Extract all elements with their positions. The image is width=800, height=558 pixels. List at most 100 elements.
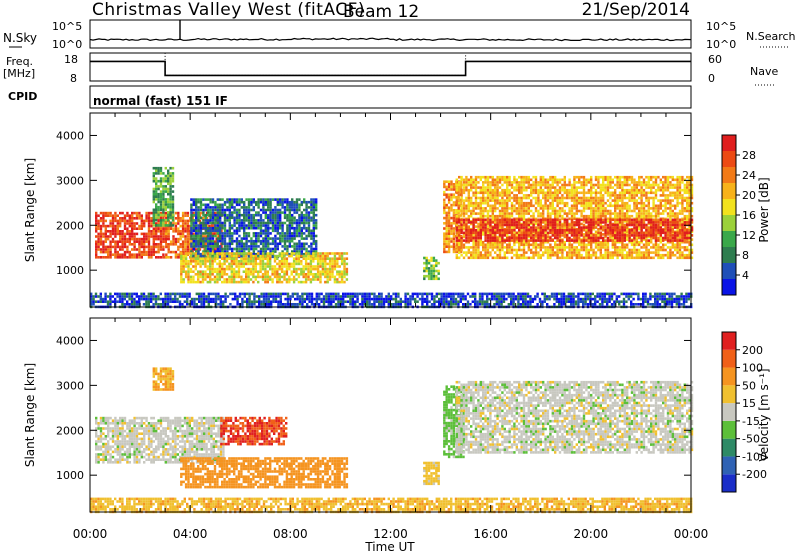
power-cell — [138, 217, 140, 220]
power-cell — [450, 232, 452, 235]
power-cell — [209, 240, 211, 243]
power-cell — [175, 225, 177, 228]
power-cell — [262, 243, 264, 246]
power-cell — [271, 268, 273, 271]
power-cell — [573, 254, 575, 257]
power-cell — [169, 167, 171, 170]
power-cell — [564, 241, 566, 244]
power-cell — [631, 179, 633, 182]
power-cell — [508, 249, 510, 252]
power-cell — [308, 219, 310, 222]
power-cell — [624, 212, 626, 215]
power-cell — [236, 227, 238, 230]
power-cell — [537, 184, 539, 187]
power-cell — [291, 278, 293, 281]
power-cell — [298, 217, 300, 220]
power-cell — [195, 224, 197, 227]
power-cell — [448, 212, 450, 215]
power-cell — [182, 235, 184, 238]
power-cell — [631, 181, 633, 184]
power-cell — [463, 181, 465, 184]
power-cell — [97, 227, 99, 230]
power-cell — [468, 179, 470, 182]
power-cell — [633, 199, 635, 202]
power-cell — [588, 197, 590, 200]
power-cell — [289, 224, 291, 227]
power-cell — [172, 190, 174, 193]
power-cell — [619, 199, 621, 202]
power-cell — [172, 240, 174, 243]
power-cell — [621, 246, 623, 249]
power-cell — [607, 246, 609, 249]
power-cell — [155, 185, 157, 188]
power-cell — [126, 233, 128, 236]
power-cell — [300, 255, 302, 258]
power-cell — [233, 206, 235, 209]
power-cell — [475, 184, 477, 187]
power-cell — [229, 198, 231, 201]
power-cell — [197, 270, 199, 273]
power-cell — [182, 214, 184, 217]
power-cell — [209, 198, 211, 201]
power-cell — [664, 249, 666, 252]
power-cell — [609, 210, 611, 213]
power-cell — [607, 244, 609, 247]
power-cell — [561, 257, 563, 260]
power-cell — [160, 172, 162, 175]
power-cell — [153, 172, 155, 175]
power-cell — [667, 212, 669, 215]
power-cell — [153, 209, 155, 212]
power-cell — [504, 205, 506, 208]
power-cell — [568, 189, 570, 192]
power-cell — [100, 251, 102, 254]
power-cell — [148, 240, 150, 243]
power-cell — [317, 268, 319, 271]
power-cell — [537, 189, 539, 192]
power-cell — [143, 220, 145, 223]
power-cell — [102, 214, 104, 217]
power-cell — [528, 246, 530, 249]
power-cell — [492, 176, 494, 179]
power-cell — [199, 265, 201, 268]
power-cell — [346, 252, 348, 255]
power-cell — [619, 205, 621, 208]
power-cell — [185, 270, 187, 273]
power-cell — [443, 186, 445, 189]
power-cell — [547, 199, 549, 202]
power-cell — [472, 246, 474, 249]
power-cell — [245, 219, 247, 222]
power-cell — [204, 265, 206, 268]
power-cell — [564, 205, 566, 208]
power-cell — [556, 179, 558, 182]
power-cell — [633, 184, 635, 187]
power-cell — [305, 252, 307, 255]
power-cell — [281, 230, 283, 233]
power-cell — [520, 244, 522, 247]
power-cell — [204, 263, 206, 266]
power-cell — [160, 243, 162, 246]
power-cell — [475, 205, 477, 208]
power-cell — [248, 224, 250, 227]
power-cell — [253, 243, 255, 246]
power-cell — [643, 254, 645, 257]
power-cell — [217, 230, 219, 233]
power-cell — [236, 211, 238, 214]
power-cell — [184, 248, 186, 251]
power-cell — [187, 260, 189, 263]
power-cell — [105, 248, 107, 251]
power-cell — [580, 184, 582, 187]
power-cell — [506, 176, 508, 179]
power-cell — [286, 248, 288, 251]
power-cell — [240, 263, 242, 266]
power-cell — [102, 256, 104, 259]
power-cell — [286, 198, 288, 201]
power-cell — [172, 251, 174, 254]
power-cell — [313, 235, 315, 238]
power-cell — [271, 273, 273, 276]
power-cell — [231, 263, 233, 266]
power-cell — [552, 246, 554, 249]
power-cell — [200, 217, 202, 220]
power-cell — [609, 202, 611, 205]
power-cell — [426, 267, 428, 270]
power-cell — [180, 246, 182, 249]
